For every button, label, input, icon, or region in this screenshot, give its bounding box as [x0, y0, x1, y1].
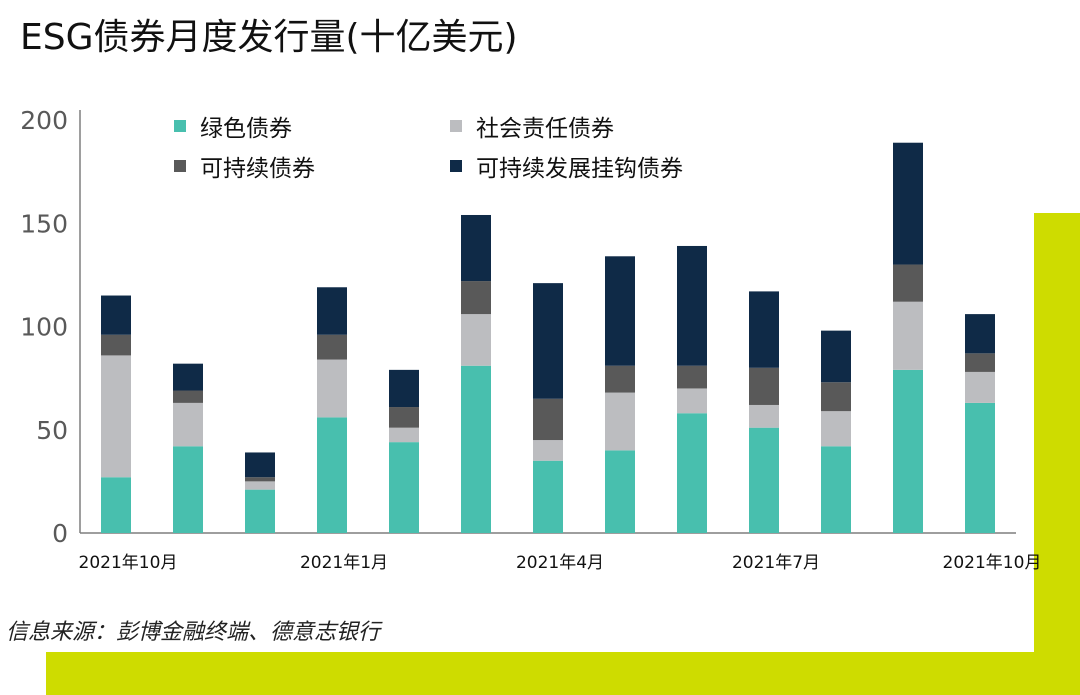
bar-segment-s1-m4: [389, 427, 419, 443]
bar-segment-s0-m0: [101, 477, 131, 533]
bar-segment-s1-m1: [173, 402, 203, 447]
bar-segment-s0-m12: [965, 402, 995, 533]
legend-label: 可持续发展挂钩债券: [476, 156, 683, 182]
bar-segment-s1-m3: [317, 359, 347, 418]
y-tick-label: 200: [20, 106, 68, 135]
bar-segment-s1-m8: [677, 388, 707, 414]
bar-segment-s2-m9: [749, 367, 779, 405]
bar-segment-s2-m6: [533, 398, 563, 441]
bar-segment-s2-m1: [173, 390, 203, 403]
bar-segment-s3-m4: [389, 369, 419, 408]
bar-segment-s0-m9: [749, 427, 779, 533]
bar-segment-s0-m8: [677, 413, 707, 533]
bar-segment-s3-m0: [101, 295, 131, 335]
y-tick-label: 150: [20, 209, 68, 238]
legend-swatch: [174, 120, 186, 132]
bar-segment-s2-m5: [461, 281, 491, 315]
bar-segment-s2-m3: [317, 334, 347, 360]
bar-segment-s0-m7: [605, 450, 635, 533]
bar-segment-s2-m0: [101, 334, 131, 356]
bar-segment-s0-m4: [389, 442, 419, 533]
bar-segment-s3-m1: [173, 363, 203, 391]
bar-segment-s0-m5: [461, 365, 491, 533]
page-title: ESG债券月度发行量(十亿美元): [20, 17, 518, 58]
bar-segment-s2-m4: [389, 407, 419, 428]
bar-segment-s3-m11: [893, 142, 923, 265]
bar-segment-s2-m11: [893, 264, 923, 302]
bar-segment-s0-m11: [893, 369, 923, 533]
bar-segment-s1-m10: [821, 411, 851, 447]
legend-label: 可持续债券: [200, 156, 315, 182]
bar-segment-s1-m5: [461, 314, 491, 366]
bar-segment-s0-m2: [245, 489, 275, 533]
bar-segment-s1-m6: [533, 440, 563, 461]
bar-segment-s1-m9: [749, 404, 779, 428]
bar-segment-s0-m1: [173, 446, 203, 533]
bar-segment-s2-m8: [677, 365, 707, 389]
x-tick-label: 2021年4月: [516, 553, 604, 573]
bar-segment-s3-m9: [749, 291, 779, 368]
legend-swatch: [174, 160, 186, 172]
x-tick-label: 2021年10月: [79, 553, 178, 573]
bar-segment-s3-m7: [605, 256, 635, 366]
bar-segment-s2-m10: [821, 382, 851, 412]
x-tick-label: 2021年1月: [300, 553, 388, 573]
accent-bar-right: [1034, 213, 1080, 695]
bar-segment-s2-m12: [965, 353, 995, 372]
legend-label: 绿色债券: [200, 116, 292, 142]
bar-segment-s1-m11: [893, 301, 923, 370]
legend-swatch: [450, 160, 462, 172]
bar-segment-s1-m2: [245, 481, 275, 490]
bar-segment-s3-m3: [317, 287, 347, 335]
y-tick-label: 0: [52, 519, 68, 548]
bar-segment-s2-m7: [605, 365, 635, 393]
bar-segment-s2-m2: [245, 477, 275, 482]
y-tick-label: 50: [36, 416, 68, 445]
x-tick-label: 2021年10月: [943, 553, 1042, 573]
bar-segment-s3-m2: [245, 452, 275, 478]
bar-segment-s0-m3: [317, 417, 347, 533]
bar-segment-s3-m10: [821, 330, 851, 383]
bar-segment-s3-m5: [461, 214, 491, 282]
bar-segment-s3-m12: [965, 314, 995, 354]
legend-swatch: [450, 120, 462, 132]
bar-segment-s3-m8: [677, 245, 707, 366]
source-note: 信息来源：彭博金融终端、德意志银行: [6, 620, 381, 645]
bar-segment-s0-m6: [533, 460, 563, 533]
x-tick-label: 2021年7月: [732, 553, 820, 573]
y-tick-label: 100: [20, 313, 68, 342]
accent-bar-bottom: [46, 652, 1080, 695]
bar-segment-s1-m7: [605, 392, 635, 451]
bar-segment-s0-m10: [821, 446, 851, 533]
bar-segment-s1-m12: [965, 371, 995, 403]
bar-segment-s1-m0: [101, 355, 131, 478]
bar-segment-s3-m6: [533, 283, 563, 399]
legend-label: 社会责任债券: [476, 116, 614, 142]
